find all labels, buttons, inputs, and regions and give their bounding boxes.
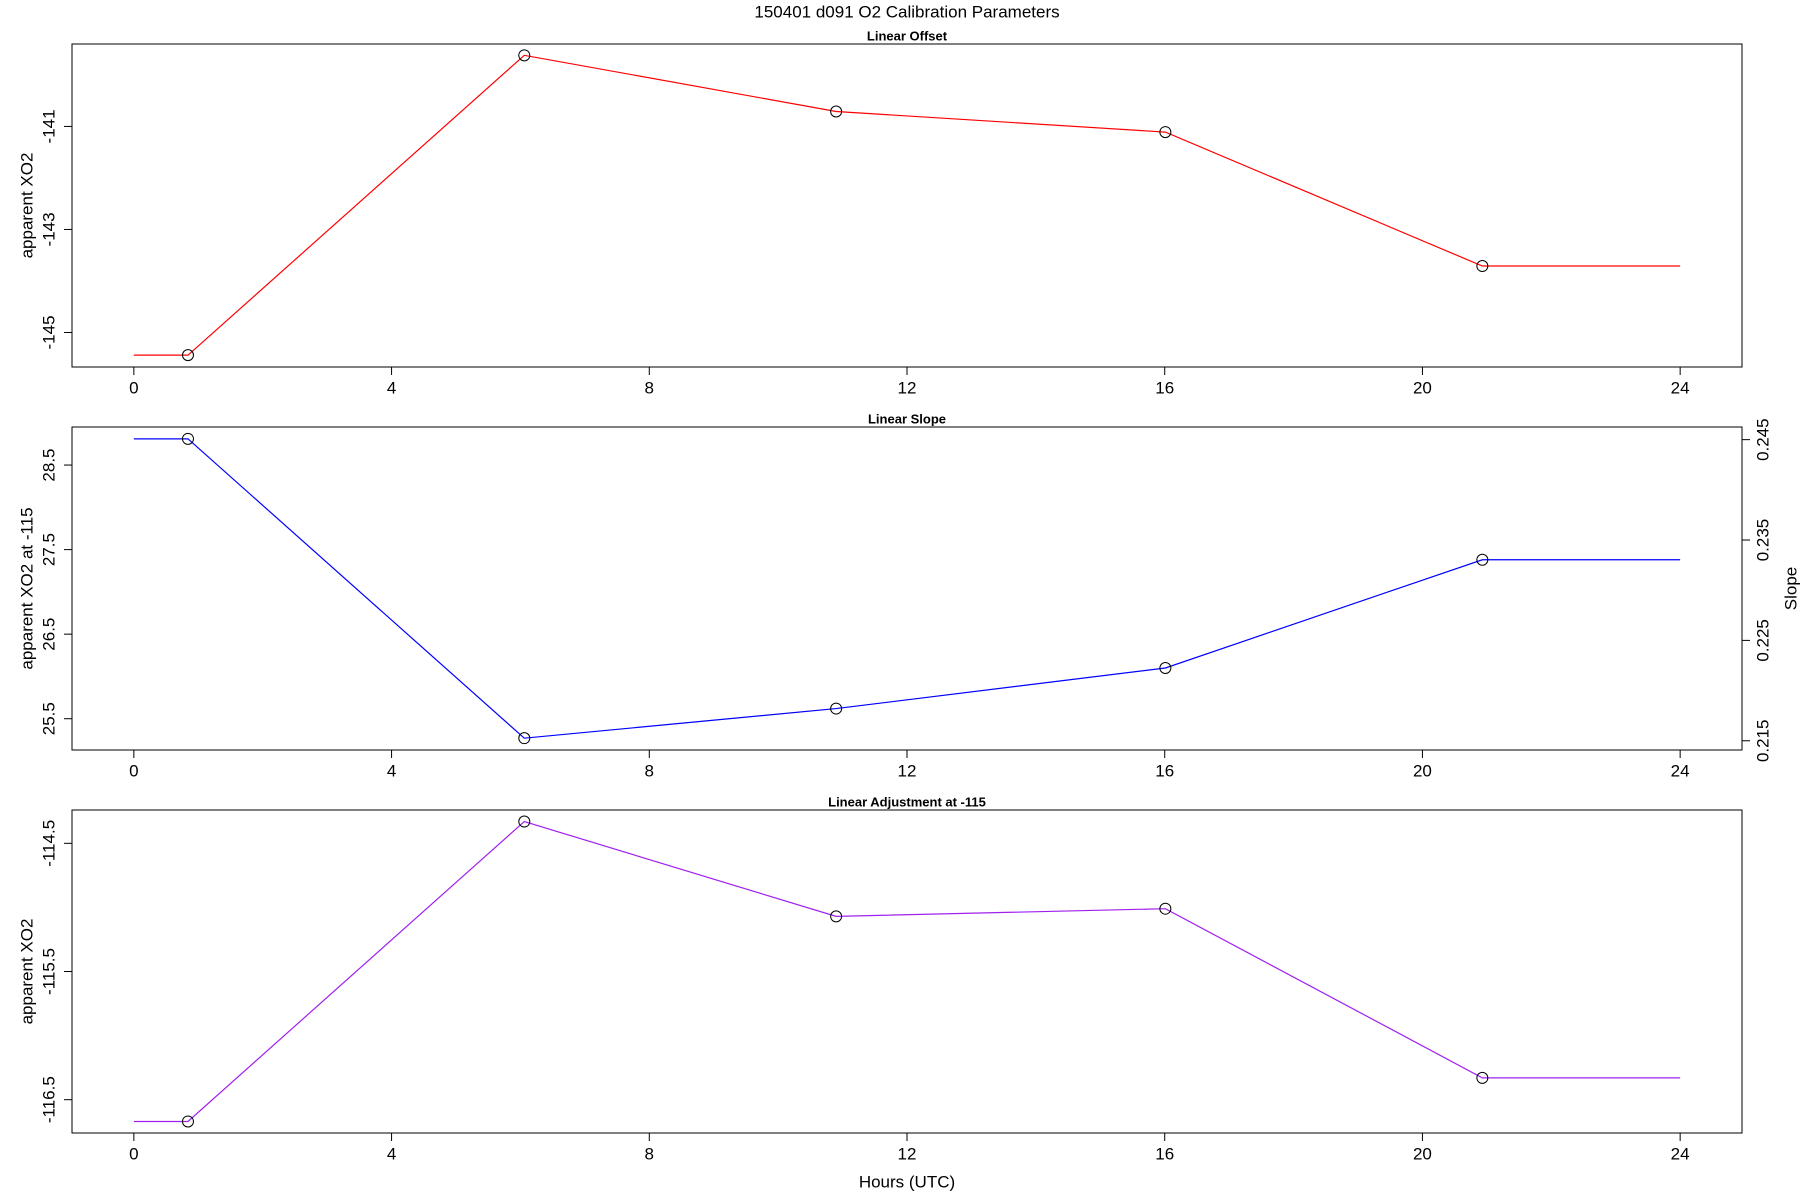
data-point [518, 815, 531, 828]
y-axis-label: apparent XO2 [17, 919, 36, 1025]
x-tick-label: 16 [1155, 761, 1174, 780]
x-tick-label: 12 [898, 378, 917, 397]
y2-axis-label: Slope [1781, 567, 1800, 610]
x-tick-label: 24 [1671, 1144, 1690, 1163]
y2-tick-label: 0.235 [1753, 519, 1772, 562]
x-tick-label: 4 [387, 761, 396, 780]
panel-title: Linear Offset [867, 28, 948, 43]
data-point [830, 105, 843, 118]
y-tick-label: -116.5 [39, 1076, 58, 1123]
y2-tick-label: 0.215 [1753, 719, 1772, 762]
plot-frame [71, 43, 1743, 368]
y-tick-label: -114.5 [39, 820, 58, 867]
plot-frame [71, 809, 1743, 1134]
x-tick-label: 0 [129, 1144, 138, 1163]
plot-frame [71, 426, 1743, 751]
x-tick-label: 24 [1671, 378, 1690, 397]
x-tick-label: 0 [129, 378, 138, 397]
y-tick-label: 28.5 [39, 449, 58, 482]
data-point [518, 732, 531, 745]
data-point [830, 702, 843, 715]
x-tick-label: 12 [898, 761, 917, 780]
x-tick-label: 20 [1413, 378, 1432, 397]
data-line [133, 820, 1681, 1123]
x-tick-label: 4 [387, 1144, 396, 1163]
y-tick-label: 27.5 [39, 533, 58, 566]
data-point [181, 432, 194, 445]
data-line [133, 438, 1681, 739]
y2-tick-label: 0.225 [1753, 619, 1772, 662]
panel-title: Linear Adjustment at -115 [828, 794, 986, 809]
x-tick-label: 8 [645, 378, 654, 397]
figure-title: 150401 d091 O2 Calibration Parameters [754, 2, 1059, 21]
y-tick-label: 26.5 [39, 618, 58, 651]
data-point [181, 1115, 194, 1128]
y-tick-label: -141 [39, 109, 58, 143]
x-axis-label: Hours (UTC) [859, 1172, 955, 1191]
panel-title: Linear Slope [868, 411, 946, 426]
data-point [1476, 1071, 1489, 1084]
data-point [1476, 553, 1489, 566]
x-tick-label: 8 [645, 1144, 654, 1163]
x-tick-label: 24 [1671, 761, 1690, 780]
y-tick-label: -143 [39, 212, 58, 246]
x-tick-label: 20 [1413, 761, 1432, 780]
x-tick-label: 8 [645, 761, 654, 780]
data-point [1159, 126, 1172, 139]
x-tick-label: 0 [129, 761, 138, 780]
x-tick-label: 16 [1155, 378, 1174, 397]
y-tick-label: 25.5 [39, 702, 58, 735]
data-point [830, 910, 843, 923]
y-axis-label: apparent XO2 at -115 [17, 507, 36, 669]
data-point [1159, 661, 1172, 674]
y-tick-label: -115.5 [39, 948, 58, 995]
data-point [518, 49, 531, 62]
data-line [133, 54, 1681, 356]
y-tick-label: -145 [39, 315, 58, 349]
x-tick-label: 4 [387, 378, 396, 397]
y2-tick-label: 0.245 [1753, 418, 1772, 461]
data-point [181, 349, 194, 362]
data-point [1159, 902, 1172, 915]
x-tick-label: 20 [1413, 1144, 1432, 1163]
data-point [1476, 260, 1489, 273]
x-tick-label: 16 [1155, 1144, 1174, 1163]
x-tick-label: 12 [898, 1144, 917, 1163]
y-axis-label: apparent XO2 [17, 153, 36, 259]
